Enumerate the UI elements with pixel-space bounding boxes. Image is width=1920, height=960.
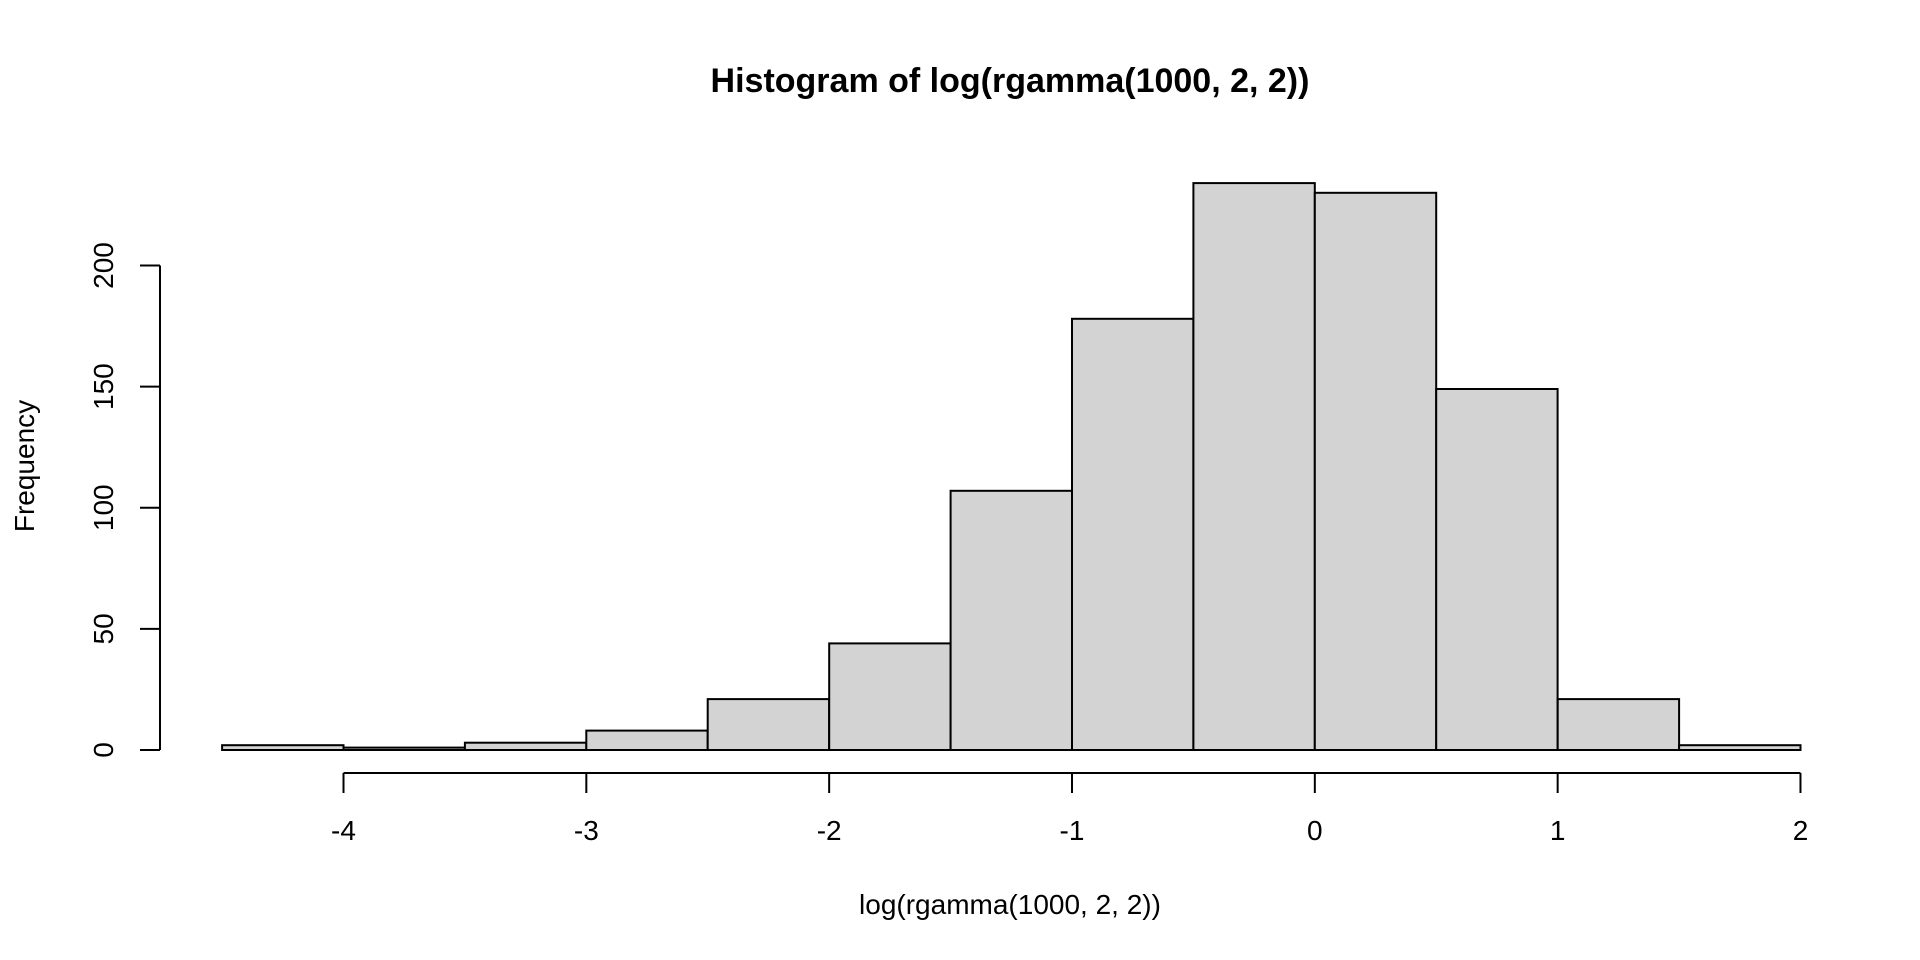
- x-tick-label: 0: [1307, 815, 1323, 846]
- y-tick-label: 150: [88, 363, 119, 410]
- x-tick-label: 1: [1550, 815, 1566, 846]
- histogram-bar: [221, 744, 345, 752]
- histogram-bar: [828, 642, 952, 752]
- histogram-bar: [1556, 698, 1681, 751]
- histogram-bar: [949, 489, 1073, 751]
- histogram-bar: [585, 729, 709, 751]
- histogram-bar: [1313, 191, 1438, 752]
- y-axis-label: Frequency: [9, 400, 40, 532]
- y-axis: 0 50 100 150 200: [88, 242, 161, 758]
- histogram-bar: [1192, 182, 1316, 752]
- x-axis: -4 -3 -2 -1 0 1 2: [331, 772, 1809, 846]
- x-tick-label: -3: [574, 815, 599, 846]
- y-tick-label: 200: [88, 242, 119, 289]
- x-tick-label: -2: [817, 815, 842, 846]
- y-tick-label: 100: [88, 484, 119, 531]
- histogram-bar: [463, 741, 588, 752]
- x-tick-label: -4: [331, 815, 356, 846]
- histogram-bar: [342, 746, 466, 751]
- histogram-bar: [1071, 317, 1195, 751]
- histogram-bar: [1435, 388, 1559, 751]
- x-tick-label: -1: [1060, 815, 1085, 846]
- histogram-bar: [1678, 744, 1802, 752]
- histogram-bar: [706, 698, 831, 751]
- y-tick-label: 50: [88, 613, 119, 644]
- x-tick-label: 2: [1793, 815, 1809, 846]
- chart-title: Histogram of log(rgamma(1000, 2, 2)): [711, 62, 1310, 100]
- bars-group: [221, 182, 1802, 752]
- y-tick-label: 0: [88, 742, 119, 758]
- x-axis-label: log(rgamma(1000, 2, 2)): [859, 889, 1161, 920]
